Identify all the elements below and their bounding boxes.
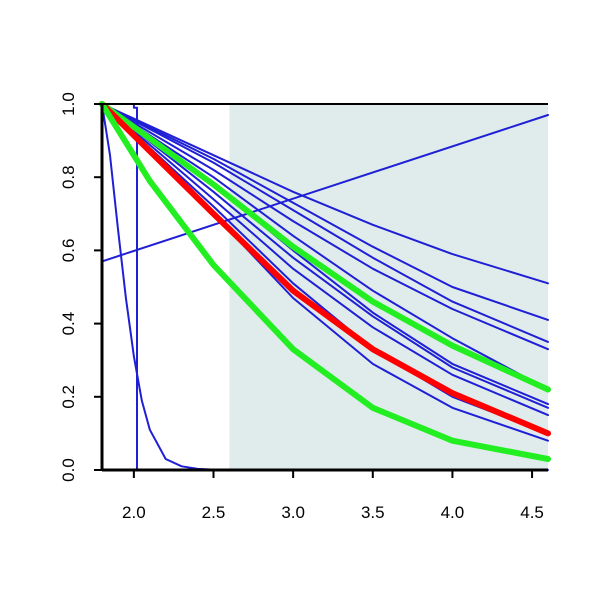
x-tick-label: 4.0 (441, 503, 465, 522)
ticks-layer: 2.0 2.5 3.0 3.5 4.0 4.5 0.0 0.2 0.4 0.6 0.8 1.0 (59, 92, 544, 522)
x-tick-label: 4.5 (520, 503, 544, 522)
series-layer (99, 101, 551, 471)
x-tick-label: 2.5 (202, 503, 226, 522)
series-line-blue-7 (101, 103, 549, 351)
axes-layer (100, 103, 548, 472)
x-tick-label: 3.5 (361, 503, 385, 522)
series-line-red-15 (99, 101, 551, 437)
series-line-blue-3 (101, 114, 549, 263)
series-line-green-14 (99, 101, 551, 393)
series-line-blue-5 (101, 103, 549, 321)
x-tick-label: 3.0 (281, 503, 305, 522)
y-tick-label: 0.6 (59, 239, 78, 263)
series-line-blue-6 (101, 103, 549, 343)
series-line-blue-8 (101, 103, 549, 391)
y-tick-label: 0.8 (59, 165, 78, 189)
series-line-green-16 (99, 101, 551, 462)
y-tick-label: 0.4 (59, 312, 78, 336)
x-tick-label: 2.0 (122, 503, 146, 522)
series-line-blue-10 (101, 103, 549, 409)
y-tick-label: 0.2 (59, 385, 78, 409)
series-line-blue-11 (101, 103, 549, 417)
series-line-blue-4 (101, 103, 549, 285)
y-tick-label: 0.0 (59, 458, 78, 482)
y-tick-label: 1.0 (59, 92, 78, 116)
